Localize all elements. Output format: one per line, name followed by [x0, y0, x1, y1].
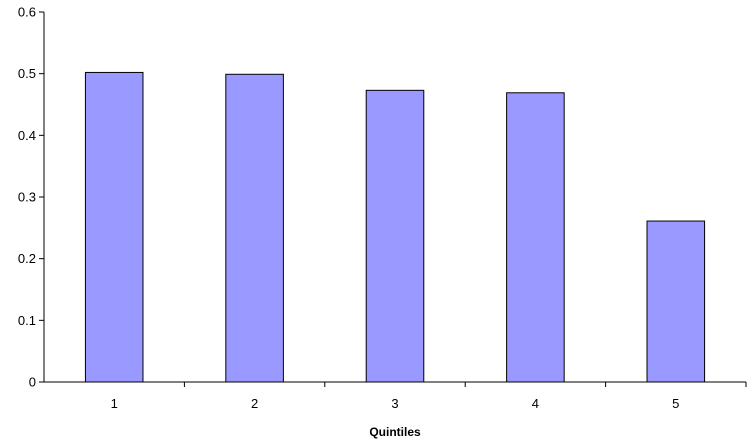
y-tick-label: 0: [29, 375, 36, 390]
x-tick-label: 1: [111, 396, 118, 411]
y-tick-label: 0.4: [18, 128, 36, 143]
y-tick-label: 0.6: [18, 5, 36, 20]
x-axis-title: Quintiles: [369, 425, 421, 439]
bar-quintile-4: [506, 92, 565, 383]
bar-quintile-2: [225, 73, 284, 383]
bar-quintile-1: [84, 71, 144, 383]
x-tick-label: 3: [391, 396, 398, 411]
x-axis-ticks: 1 2 3 4 5: [111, 382, 747, 411]
y-tick-label: 0.3: [18, 190, 36, 205]
y-axis-ticks: 0 0.1 0.2 0.3 0.4 0.5 0.6: [18, 5, 44, 390]
x-tick-label: 5: [672, 396, 679, 411]
y-tick-label: 0.2: [18, 251, 36, 266]
bar-quintile-3: [365, 89, 425, 383]
y-tick-label: 0.1: [18, 313, 36, 328]
x-tick-label: 2: [251, 396, 258, 411]
x-tick-label: 4: [532, 396, 539, 411]
bar-quintile-5: [646, 220, 706, 383]
bar-series: [84, 71, 706, 383]
y-tick-label: 0.5: [18, 66, 36, 81]
